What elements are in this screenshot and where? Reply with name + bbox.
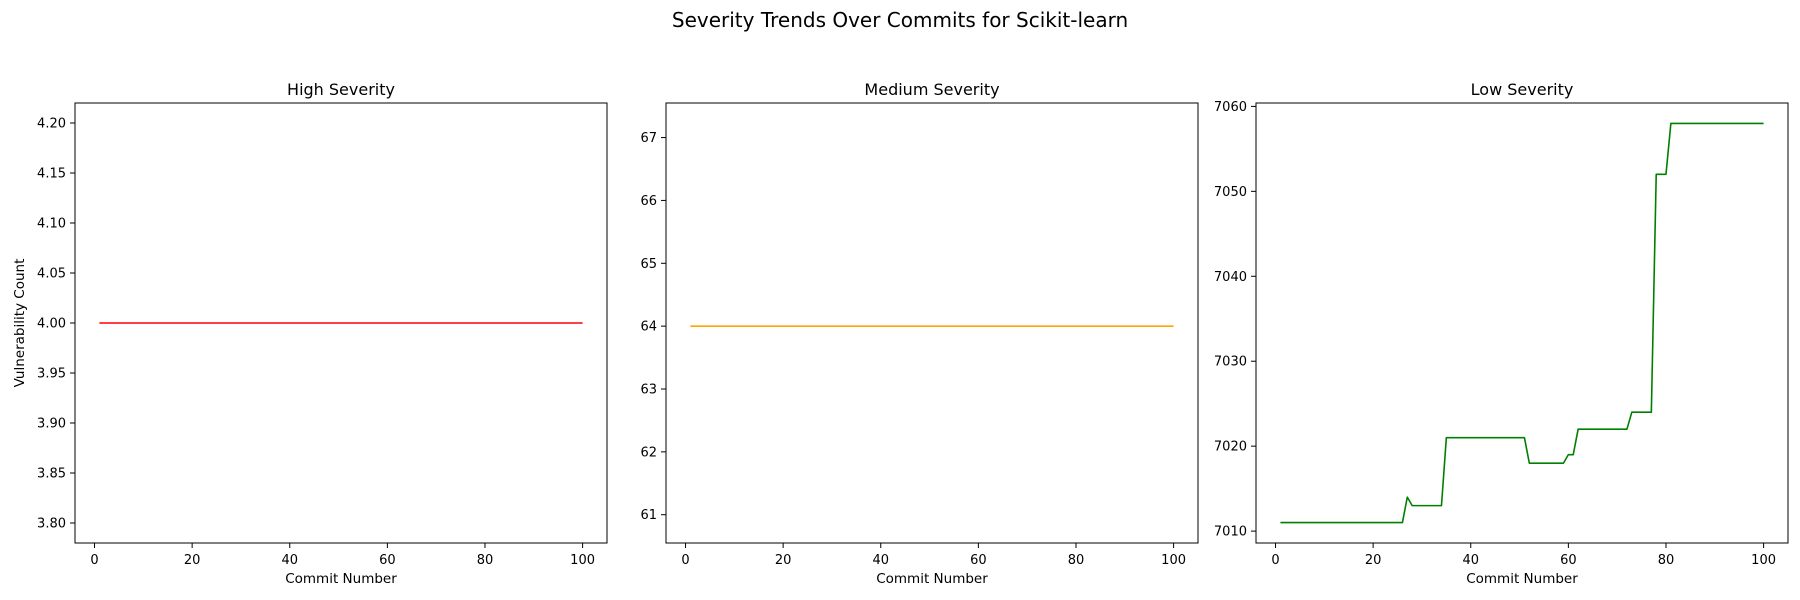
high-ytick-label: 4.10 xyxy=(37,217,66,232)
medium-xtick-label: 20 xyxy=(775,553,792,568)
low-xtick-label: 80 xyxy=(1658,553,1675,568)
medium-xtick-label: 0 xyxy=(681,553,689,568)
low-ytick-label: 7040 xyxy=(1214,270,1247,285)
high-xtick-label: 100 xyxy=(570,553,595,568)
low-xtick-label: 20 xyxy=(1365,553,1382,568)
medium-xtick-label: 40 xyxy=(872,553,889,568)
high-xtick-label: 80 xyxy=(477,553,494,568)
medium-xtick-label: 100 xyxy=(1161,553,1186,568)
medium-ytick-label: 65 xyxy=(640,257,657,272)
medium-ytick-label: 64 xyxy=(640,320,657,335)
high-ytick-label: 3.95 xyxy=(37,367,66,382)
medium-xtick-label: 80 xyxy=(1068,553,1085,568)
high-ytick-label: 3.80 xyxy=(37,517,66,532)
high-ytick-label: 4.05 xyxy=(37,267,66,282)
medium-panel-title: Medium Severity xyxy=(864,80,999,99)
low-x-axis-label: Commit Number xyxy=(1466,571,1578,587)
high-ytick-label: 4.00 xyxy=(37,317,66,332)
panel-high: 0 20 40 60 80 100 3.80 3.85 3.90 3.95 4.00 4.05 4.10… xyxy=(12,80,608,587)
low-ytick-label: 7020 xyxy=(1214,440,1247,455)
high-panel-title: High Severity xyxy=(287,80,395,99)
low-xtick-label: 100 xyxy=(1751,553,1776,568)
low-ytick-label: 7050 xyxy=(1214,185,1247,200)
low-xtick-label: 0 xyxy=(1271,553,1279,568)
medium-xtick-label: 60 xyxy=(970,553,987,568)
medium-ytick-label: 61 xyxy=(640,508,657,523)
subplots: 0 20 40 60 80 100 3.80 3.85 3.90 3.95 4.00 4.05 4.10… xyxy=(12,80,1789,587)
panel-low: 0 20 40 60 80 100 7010 7020 7030 7040 7050 7060 Low … xyxy=(1214,80,1789,587)
medium-ytick-label: 62 xyxy=(640,445,657,460)
low-axes-frame xyxy=(1255,102,1789,544)
high-ytick-label: 4.20 xyxy=(37,117,66,132)
figure-title: Severity Trends Over Commits for Scikit-… xyxy=(672,8,1128,32)
low-ytick-label: 7010 xyxy=(1214,525,1247,540)
high-xtick-label: 60 xyxy=(379,553,396,568)
low-xtick-label: 40 xyxy=(1462,553,1479,568)
low-xtick-label: 60 xyxy=(1560,553,1577,568)
panel-medium: 0 20 40 60 80 100 61 62 63 64 65 66 67 Medium Severit… xyxy=(640,80,1199,587)
high-x-axis-label: Commit Number xyxy=(285,571,397,587)
low-ytick-label: 7060 xyxy=(1214,100,1247,115)
medium-x-axis-label: Commit Number xyxy=(876,571,988,587)
low-severity-line xyxy=(1280,122,1764,524)
high-ytick-label: 4.15 xyxy=(37,167,66,182)
medium-ytick-label: 63 xyxy=(640,383,657,398)
low-panel-title: Low Severity xyxy=(1471,80,1574,99)
high-y-axis-label: Vulnerability Count xyxy=(12,259,28,388)
high-ytick-label: 3.85 xyxy=(37,467,66,482)
high-xtick-label: 0 xyxy=(90,553,98,568)
high-xtick-label: 40 xyxy=(281,553,298,568)
medium-axes-frame xyxy=(665,102,1199,544)
high-ytick-label: 3.90 xyxy=(37,417,66,432)
high-xtick-label: 20 xyxy=(184,553,201,568)
medium-ytick-label: 67 xyxy=(640,131,657,146)
medium-ytick-label: 66 xyxy=(640,194,657,209)
low-ytick-label: 7030 xyxy=(1214,355,1247,370)
